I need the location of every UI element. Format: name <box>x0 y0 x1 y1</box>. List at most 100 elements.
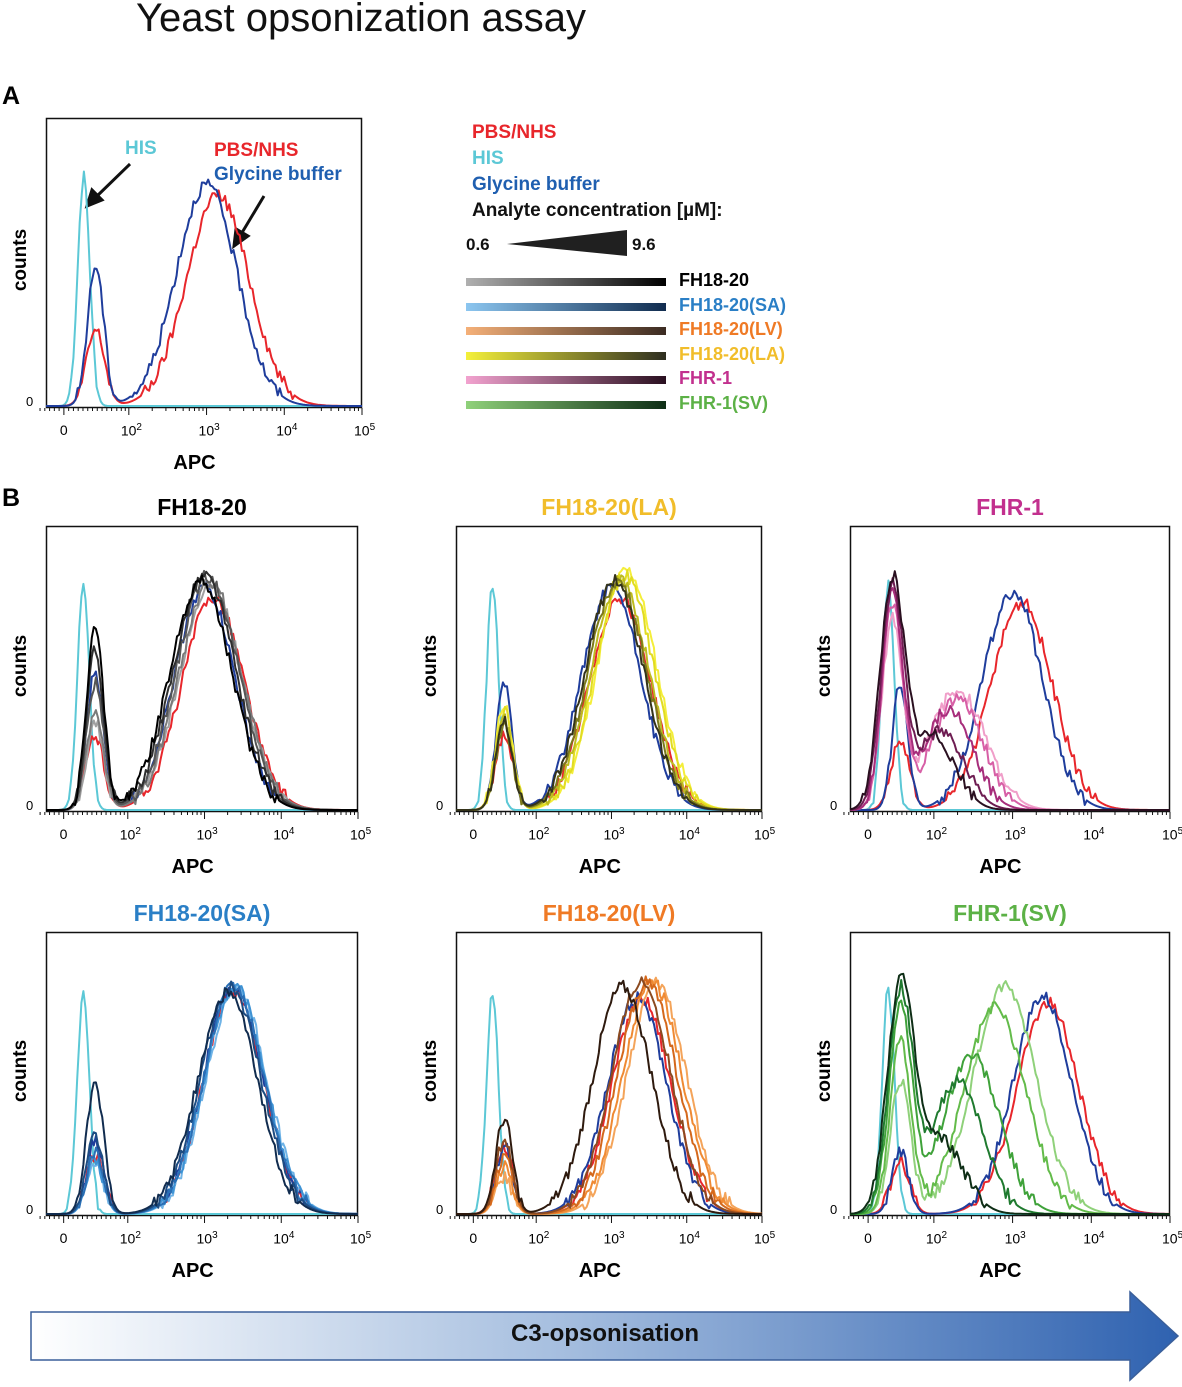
histogram-b3 <box>843 525 1171 819</box>
x-tick-label: 102 <box>925 1230 948 1247</box>
legend-glycine: Glycine buffer <box>472 174 600 195</box>
series-fh18-20-la-1-2-m <box>456 569 762 811</box>
concentration-high: 9.6 <box>632 235 656 254</box>
y-zero-label-b1: 0 <box>26 798 34 813</box>
plot-frame <box>849 931 1171 1217</box>
x-axis-label-b2: APC <box>578 856 621 878</box>
histogram-b4 <box>39 931 359 1223</box>
x-tick-label: 103 <box>196 1230 218 1247</box>
y-axis-label-b6: counts <box>814 1039 835 1103</box>
legend-gradient-fh18-20 <box>466 278 666 286</box>
y-axis-label-b4: counts <box>10 1039 31 1103</box>
series-fh18-20-sa-9-6-m <box>46 988 358 1215</box>
series-fh18-20-sa-4-8-m <box>46 980 358 1215</box>
histogram-b5 <box>449 931 763 1223</box>
y-axis-label-b1: counts <box>10 634 31 698</box>
legend-label-fhr-1: FHR-1 <box>679 368 732 388</box>
x-tick-label: 103 <box>603 1230 625 1247</box>
arrow-his <box>84 162 132 209</box>
series-his <box>46 990 358 1215</box>
x-axis-label-b3: APC <box>979 856 1022 878</box>
x-tick-label: 0 <box>469 826 478 842</box>
y-axis-label-b2: counts <box>420 634 441 698</box>
x-tick-label: 102 <box>120 422 142 439</box>
series-fh18-20-sa-2-4-m <box>46 981 359 1215</box>
y-axis-label-b5: counts <box>420 1039 441 1103</box>
panel-label-b: B <box>2 484 21 512</box>
legend-gradient-fh18-20-sa- <box>466 302 666 311</box>
x-tick-label: 105 <box>1162 1230 1182 1247</box>
x-axis-ticks <box>449 812 763 819</box>
y-zero-label-b3: 0 <box>830 798 838 813</box>
legend-pbs-nhs: PBS/NHS <box>472 122 557 143</box>
x-axis-ticks <box>39 1216 359 1223</box>
x-tick-label: 102 <box>119 1230 141 1247</box>
x-axis-ticks <box>449 1216 763 1223</box>
arrow-shape <box>30 1290 1180 1382</box>
x-tick-label: 104 <box>273 826 295 843</box>
x-tick-label: 102 <box>119 826 141 843</box>
x-tick-label: 105 <box>1162 826 1182 843</box>
x-tick-label: 103 <box>198 422 220 439</box>
x-axis-ticks <box>843 812 1171 819</box>
series-his <box>456 995 762 1215</box>
histogram-b1 <box>39 525 359 819</box>
y-zero-label-a: 0 <box>26 394 34 409</box>
annotation-his: HIS <box>125 138 157 159</box>
annotation-pbs-nhs: PBS/NHS <box>214 140 299 161</box>
legend-gradient-fh18-20-la- <box>466 351 666 360</box>
series-fhr-1-9-6-m <box>849 570 1170 811</box>
legend-label-fh18-20-sa-: FH18-20(SA) <box>679 294 787 315</box>
series-his <box>850 986 1170 1215</box>
x-tick-label: 104 <box>1083 826 1105 843</box>
figure-title: Yeast opsonization assay <box>136 0 586 40</box>
series-fh18-20-9-6-m <box>46 574 358 811</box>
x-tick-label: 0 <box>864 1230 872 1246</box>
series-pbs-nhs <box>850 598 1170 811</box>
plot-frame <box>455 525 763 813</box>
legend-analyte-concentration: Analyte concentration [µM]: <box>472 200 723 221</box>
x-tick-label: 0 <box>469 1230 478 1246</box>
legend-label-fhr-1-sv-: FHR-1(SV) <box>679 392 768 413</box>
series-fhr-1-4-8-m <box>849 577 1170 811</box>
histogram-a <box>39 117 363 415</box>
y-zero-label-b4: 0 <box>26 1202 34 1217</box>
y-zero-label-b2: 0 <box>436 798 444 813</box>
annotation-glycine: Glycine buffer <box>214 164 342 185</box>
series-fhr-1-sv-9-6-m <box>849 972 1170 1215</box>
x-tick-label: 104 <box>276 422 298 439</box>
plot-frame <box>45 931 359 1217</box>
arrow-label: C3-opsonisation <box>510 1320 699 1347</box>
x-axis-ticks <box>843 1216 1171 1223</box>
series-his <box>46 170 362 407</box>
y-zero-label-b5: 0 <box>436 1202 444 1217</box>
series-fh18-20-la-9-6-m <box>456 574 762 811</box>
y-zero-label-b6: 0 <box>830 1202 838 1217</box>
x-tick-label: 105 <box>754 826 776 843</box>
chart-title-b3: FHR-1 <box>976 494 1044 520</box>
series-glycine-buffer <box>46 178 362 407</box>
series-his <box>456 587 762 811</box>
x-tick-label: 103 <box>603 826 625 843</box>
x-tick-label: 104 <box>678 1230 700 1247</box>
legend-label-fh18-20: FH18-20 <box>679 270 750 290</box>
series-pbs-nhs <box>850 996 1170 1215</box>
x-tick-label: 105 <box>354 422 376 439</box>
plot-frame <box>849 525 1171 813</box>
series-fh18-20-lv-9-6-m <box>456 979 762 1215</box>
x-tick-label: 104 <box>678 826 700 843</box>
x-axis-ticks <box>39 812 359 819</box>
legend-his: HIS <box>472 148 504 169</box>
x-axis-label-b1: APC <box>171 856 214 878</box>
plot-frame <box>45 117 363 409</box>
x-tick-label: 0 <box>59 422 68 438</box>
x-tick-label: 102 <box>528 1230 550 1247</box>
series-fh18-20-sa-0-6-m <box>46 984 358 1215</box>
chart-title-b5: FH18-20(LV) <box>542 900 676 926</box>
chart-title-b4: FH18-20(SA) <box>133 900 271 926</box>
histogram-b2 <box>449 525 763 819</box>
series-fhr-1-0-6-m <box>849 611 1170 811</box>
x-axis-label-b6: APC <box>979 1260 1022 1282</box>
c3-opsonisation-arrow: C3-opsonisation <box>30 1290 1180 1382</box>
histogram-b6 <box>843 931 1171 1223</box>
